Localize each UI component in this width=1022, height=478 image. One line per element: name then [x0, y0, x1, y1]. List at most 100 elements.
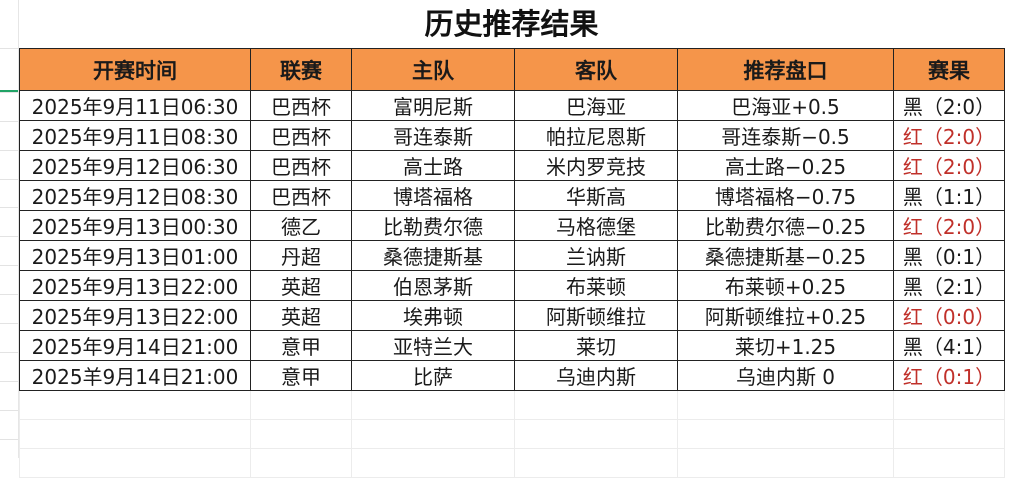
cell-away[interactable]: 莱切	[514, 330, 678, 361]
cell-time[interactable]: 2025年9月13日22:00	[19, 300, 251, 331]
cell-result[interactable]: 黑（0:1）	[893, 240, 1005, 271]
cell-away[interactable]: 布莱顿	[514, 270, 678, 301]
empty-cell[interactable]	[250, 390, 352, 420]
empty-cell[interactable]	[19, 419, 251, 449]
cell-pick[interactable]: 莱切+1.25	[677, 330, 894, 361]
cell-pick[interactable]: 阿斯顿维拉+0.25	[677, 300, 894, 331]
cell-league[interactable]: 德乙	[250, 210, 352, 241]
empty-cell[interactable]	[677, 390, 894, 420]
cell-result[interactable]: 红（0:1）	[893, 360, 1005, 391]
cell-pick[interactable]: 巴海亚+0.5	[677, 90, 894, 121]
gutter-gridline	[0, 352, 18, 353]
cell-time[interactable]: 2025年9月13日01:00	[19, 240, 251, 271]
cell-home[interactable]: 高士路	[351, 150, 515, 181]
cell-home[interactable]: 亚特兰大	[351, 330, 515, 361]
cell-home[interactable]: 埃弗顿	[351, 300, 515, 331]
header-home[interactable]: 主队	[351, 48, 515, 91]
empty-cell[interactable]	[514, 419, 678, 449]
empty-cell[interactable]	[677, 419, 894, 449]
empty-cell[interactable]	[351, 419, 515, 449]
cell-result[interactable]: 黑（1:1）	[893, 180, 1005, 211]
cell-result[interactable]: 黑（2:1）	[893, 270, 1005, 301]
cell-away[interactable]: 兰讷斯	[514, 240, 678, 271]
cell-away[interactable]: 米内罗竞技	[514, 150, 678, 181]
selected-row-marker	[0, 90, 18, 92]
empty-row	[19, 390, 1005, 420]
cell-pick[interactable]: 乌迪内斯 0	[677, 360, 894, 391]
results-table: 开赛时间 联赛 主队 客队 推荐盘口 赛果 2025年9月11日06:30 巴西杯…	[19, 48, 1005, 478]
cell-time[interactable]: 2025年9月11日08:30	[19, 120, 251, 151]
cell-league[interactable]: 英超	[250, 270, 352, 301]
cell-pick[interactable]: 桑德捷斯基−0.25	[677, 240, 894, 271]
cell-home[interactable]: 哥连泰斯	[351, 120, 515, 151]
cell-time[interactable]: 2025年9月12日06:30	[19, 150, 251, 181]
empty-cell[interactable]	[19, 390, 251, 420]
cell-league[interactable]: 巴西杯	[250, 150, 352, 181]
cell-time[interactable]: 2025年9月11日06:30	[19, 90, 251, 121]
cell-away[interactable]: 乌迪内斯	[514, 360, 678, 391]
cell-result[interactable]: 黑（2:0）	[893, 90, 1005, 121]
header-away[interactable]: 客队	[514, 48, 678, 91]
cell-result[interactable]: 黑（4:1）	[893, 330, 1005, 361]
cell-league[interactable]: 丹超	[250, 240, 352, 271]
empty-cell[interactable]	[677, 448, 894, 478]
gutter-gridline	[0, 121, 18, 122]
header-result[interactable]: 赛果	[893, 48, 1005, 91]
cell-result[interactable]: 红（0:0）	[893, 300, 1005, 331]
empty-cell[interactable]	[893, 448, 1005, 478]
cell-pick[interactable]: 布莱顿+0.25	[677, 270, 894, 301]
empty-cell[interactable]	[250, 448, 352, 478]
empty-row	[19, 419, 1005, 449]
gutter-gridline	[0, 236, 18, 237]
cell-time[interactable]: 2025年9月13日22:00	[19, 270, 251, 301]
table-row: 2025年9月12日08:30 巴西杯 博塔福格 华斯高 博塔福格−0.75 黑（1:1）	[19, 180, 1005, 211]
empty-cell[interactable]	[514, 448, 678, 478]
cell-pick[interactable]: 比勒费尔德−0.25	[677, 210, 894, 241]
cell-time[interactable]: 2025羊9月14日21:00	[19, 360, 251, 391]
gutter-gridline	[0, 439, 18, 440]
cell-home[interactable]: 博塔福格	[351, 180, 515, 211]
header-time[interactable]: 开赛时间	[19, 48, 251, 91]
table-row: 2025年9月11日08:30 巴西杯 哥连泰斯 帕拉尼恩斯 哥连泰斯−0.5 红（2:0…	[19, 120, 1005, 151]
empty-cell[interactable]	[351, 448, 515, 478]
cell-pick[interactable]: 高士路−0.25	[677, 150, 894, 181]
cell-league[interactable]: 意甲	[250, 360, 352, 391]
cell-home[interactable]: 伯恩茅斯	[351, 270, 515, 301]
cell-pick[interactable]: 博塔福格−0.75	[677, 180, 894, 211]
empty-cell[interactable]	[893, 390, 1005, 420]
cell-result[interactable]: 红（2:0）	[893, 150, 1005, 181]
cell-pick[interactable]: 哥连泰斯−0.5	[677, 120, 894, 151]
table-row: 2025年9月13日22:00 英超 伯恩茅斯 布莱顿 布莱顿+0.25 黑（2:1）	[19, 270, 1005, 301]
cell-time[interactable]: 2025年9月13日00:30	[19, 210, 251, 241]
header-pick[interactable]: 推荐盘口	[677, 48, 894, 91]
cell-league[interactable]: 巴西杯	[250, 90, 352, 121]
row-header-gutter	[0, 0, 19, 458]
cell-result[interactable]: 红（2:0）	[893, 210, 1005, 241]
empty-cell[interactable]	[19, 448, 251, 478]
cell-league[interactable]: 意甲	[250, 330, 352, 361]
cell-away[interactable]: 巴海亚	[514, 90, 678, 121]
cell-away[interactable]: 帕拉尼恩斯	[514, 120, 678, 151]
cell-home[interactable]: 比萨	[351, 360, 515, 391]
cell-away[interactable]: 阿斯顿维拉	[514, 300, 678, 331]
cell-time[interactable]: 2025年9月14日21:00	[19, 330, 251, 361]
gutter-gridline	[0, 179, 18, 180]
cell-league[interactable]: 巴西杯	[250, 180, 352, 211]
empty-cell[interactable]	[514, 390, 678, 420]
empty-cell[interactable]	[893, 419, 1005, 449]
cell-result[interactable]: 红（2:0）	[893, 120, 1005, 151]
empty-cell[interactable]	[351, 390, 515, 420]
cell-away[interactable]: 马格德堡	[514, 210, 678, 241]
cell-time[interactable]: 2025年9月12日08:30	[19, 180, 251, 211]
cell-home[interactable]: 富明尼斯	[351, 90, 515, 121]
table-row: 2025年9月11日06:30 巴西杯 富明尼斯 巴海亚 巴海亚+0.5 黑（2:0）	[19, 90, 1005, 121]
cell-away[interactable]: 华斯高	[514, 180, 678, 211]
cell-home[interactable]: 比勒费尔德	[351, 210, 515, 241]
empty-cell[interactable]	[250, 419, 352, 449]
cell-home[interactable]: 桑德捷斯基	[351, 240, 515, 271]
table-row: 2025年9月14日21:00 意甲 亚特兰大 莱切 莱切+1.25 黑（4:1）	[19, 330, 1005, 361]
cell-league[interactable]: 英超	[250, 300, 352, 331]
cell-league[interactable]: 巴西杯	[250, 120, 352, 151]
header-league[interactable]: 联赛	[250, 48, 352, 91]
empty-row	[19, 448, 1005, 478]
